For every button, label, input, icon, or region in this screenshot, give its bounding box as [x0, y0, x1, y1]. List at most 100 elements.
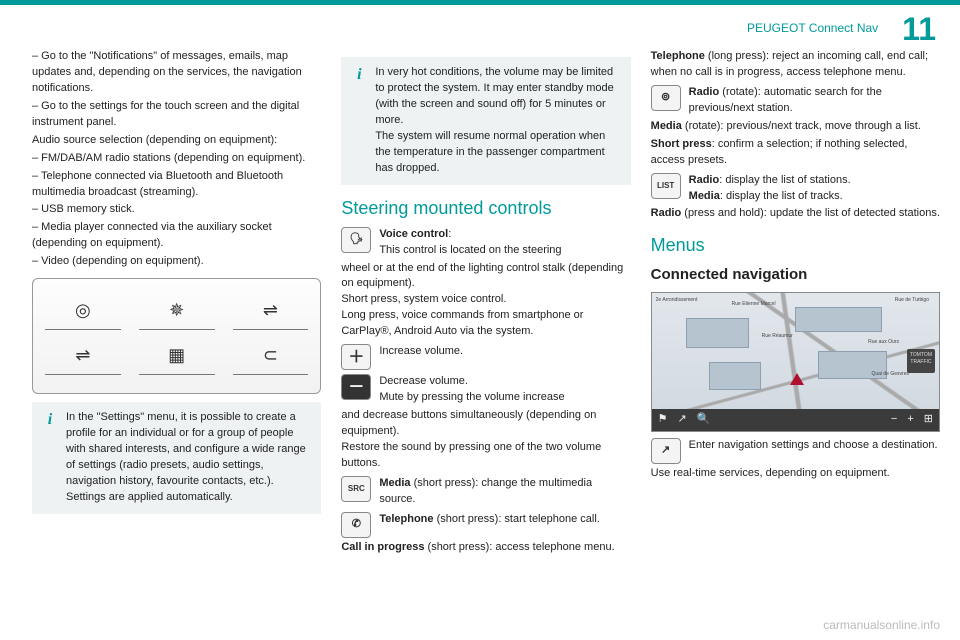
paragraph: Use real-time services, depending on equ…: [651, 466, 940, 482]
column-3: Telephone (long press): reject an incomi…: [651, 49, 940, 558]
control-volume-down: － Decrease volume. Mute by pressing the …: [341, 374, 630, 406]
control-radio-rotate: ⊚ Radio (rotate): automatic search for t…: [651, 85, 940, 117]
inline-bold: Telephone: [651, 50, 705, 62]
map-building: [709, 362, 761, 390]
bullet-item: – Go to the "Notifications" of messages,…: [32, 49, 321, 97]
control-text: Telephone (short press): start telephone…: [379, 512, 630, 528]
control-text: Voice control: This control is located o…: [379, 227, 630, 259]
info-box-settings: i In the "Settings" menu, it is possible…: [32, 402, 321, 514]
control-text: Enter navigation settings and choose a d…: [689, 438, 940, 454]
info-icon: i: [349, 65, 369, 85]
control-desc: : display the list of stations.: [719, 174, 850, 186]
nav-settings-icon: ↗: [651, 438, 681, 464]
control-label: Media: [689, 190, 720, 202]
control-label: Radio: [689, 174, 720, 186]
bullet-item: – Media player connected via the auxilia…: [32, 220, 321, 252]
control-text: Radio (rotate): automatic search for the…: [689, 85, 940, 117]
control-volume-up: ＋ Increase volume.: [341, 344, 630, 370]
nav-arrow-icon[interactable]: ↗: [678, 412, 687, 428]
inline-text: (rotate): previous/next track, move thro…: [682, 120, 921, 132]
page-columns: – Go to the "Notifications" of messages,…: [0, 49, 960, 558]
radio-source-icon[interactable]: ◎: [45, 297, 121, 330]
column-2: i In very hot conditions, the volume may…: [341, 49, 630, 558]
inline-text: (press and hold): update the list of det…: [681, 207, 940, 219]
section-title-menus: Menus: [651, 232, 940, 258]
bluetooth-source-icon[interactable]: ✵: [139, 297, 215, 330]
info-box-hot: i In very hot conditions, the volume may…: [341, 57, 630, 185]
inline-bold: Short press: [651, 138, 712, 150]
paragraph: Telephone (long press): reject an incomi…: [651, 49, 940, 81]
voice-icon: 🗣: [341, 227, 371, 253]
control-src: SRC Media (short press): change the mult…: [341, 476, 630, 508]
inline-text: (short press): access telephone menu.: [424, 541, 614, 553]
column-1: – Go to the "Notifications" of messages,…: [32, 49, 321, 558]
paragraph: and decrease buttons simultaneously (dep…: [341, 408, 630, 472]
paragraph: Media (rotate): previous/next track, mov…: [651, 119, 940, 135]
control-text: Media (short press): change the multimed…: [379, 476, 630, 508]
control-list: LIST Radio: display the list of stations…: [651, 173, 940, 205]
bullet-item: – Video (depending on equipment).: [32, 254, 321, 270]
control-desc: (short press): change the multimedia sou…: [379, 477, 592, 505]
street-label: Rue Etienne Marcel: [732, 301, 776, 308]
bullet-item: – Telephone connected via Bluetooth and …: [32, 169, 321, 201]
inline-bold: Radio: [651, 207, 682, 219]
bullet-item: – Go to the settings for the touch scree…: [32, 99, 321, 131]
bullet-item: – FM/DAB/AM radio stations (depending on…: [32, 151, 321, 167]
source-icons-panel: ◎ ✵ ⇌ ⇌ ▦ ⊂: [32, 278, 321, 394]
list-icon: LIST: [651, 173, 681, 199]
control-desc: (short press): start telephone call.: [434, 513, 600, 525]
control-text: Radio: display the list of stations. Med…: [689, 173, 940, 205]
street-label: Rue Réaumur: [762, 333, 793, 340]
info-icon: i: [40, 410, 60, 430]
zoom-out-icon[interactable]: −: [891, 412, 897, 428]
info-text: In the "Settings" menu, it is possible t…: [66, 410, 311, 506]
page-header: PEUGEOT Connect Nav 11: [0, 5, 960, 49]
paragraph: wheel or at the end of the lighting cont…: [341, 261, 630, 341]
paragraph: Call in progress (short press): access t…: [341, 540, 630, 556]
flag-icon[interactable]: ⚑: [658, 412, 668, 428]
search-icon[interactable]: 🔍: [697, 412, 711, 428]
map-toolbar-left: ⚑ ↗ 🔍: [658, 412, 711, 428]
control-phone: ✆ Telephone (short press): start telepho…: [341, 512, 630, 538]
volume-down-icon: －: [341, 374, 371, 400]
page-number: 11: [902, 13, 936, 45]
inline-bold: Media: [651, 120, 682, 132]
phone-icon: ✆: [341, 512, 371, 538]
control-text: Decrease volume. Mute by pressing the vo…: [379, 374, 630, 406]
usb-source-icon[interactable]: ⇌: [45, 342, 121, 375]
bullet-item: – USB memory stick.: [32, 202, 321, 218]
street-label: Quai de Gesvres: [871, 371, 909, 378]
usb-source-icon[interactable]: ⇌: [233, 297, 309, 330]
rotate-icon: ⊚: [651, 85, 681, 111]
video-source-icon[interactable]: ▦: [139, 342, 215, 375]
view-toggle-icon[interactable]: ⊞: [924, 412, 933, 428]
paragraph: Radio (press and hold): update the list …: [651, 206, 940, 222]
map-toolbar-right: − + ⊞: [891, 412, 933, 428]
header-title: PEUGEOT Connect Nav: [747, 20, 878, 37]
street-label: Rue aux Ours: [868, 339, 899, 346]
aux-source-icon[interactable]: ⊂: [233, 342, 309, 375]
control-text: Increase volume.: [379, 344, 630, 360]
map-toolbar: ⚑ ↗ 🔍 − + ⊞: [652, 409, 939, 431]
source-icon-grid: ◎ ✵ ⇌ ⇌ ▦ ⊂: [45, 297, 308, 375]
navigation-map[interactable]: 2e Arrondissement Rue Etienne Marcel Rue…: [651, 292, 940, 432]
traffic-badge: TOMTOM TRAFFIC: [907, 349, 935, 373]
zoom-in-icon[interactable]: +: [907, 412, 913, 428]
street-label: Rue de Turbigo: [895, 297, 929, 304]
control-desc: : display the list of tracks.: [720, 190, 843, 202]
section-title-steering: Steering mounted controls: [341, 195, 630, 221]
paragraph: Audio source selection (depending on equ…: [32, 133, 321, 149]
control-label: Telephone: [379, 513, 433, 525]
street-label: 2e Arrondissement: [656, 297, 698, 304]
map-position-arrow-icon: [790, 373, 804, 385]
control-label: Radio: [689, 86, 720, 98]
inline-bold: Call in progress: [341, 541, 424, 553]
info-text: In very hot conditions, the volume may b…: [375, 65, 620, 177]
section-sub-nav: Connected navigation: [651, 264, 940, 286]
control-nav-settings: ↗ Enter navigation settings and choose a…: [651, 438, 940, 464]
volume-up-icon: ＋: [341, 344, 371, 370]
map-building: [795, 307, 881, 332]
control-label: Media: [379, 477, 410, 489]
paragraph: Short press: confirm a selection; if not…: [651, 137, 940, 169]
control-voice: 🗣 Voice control: This control is located…: [341, 227, 630, 259]
